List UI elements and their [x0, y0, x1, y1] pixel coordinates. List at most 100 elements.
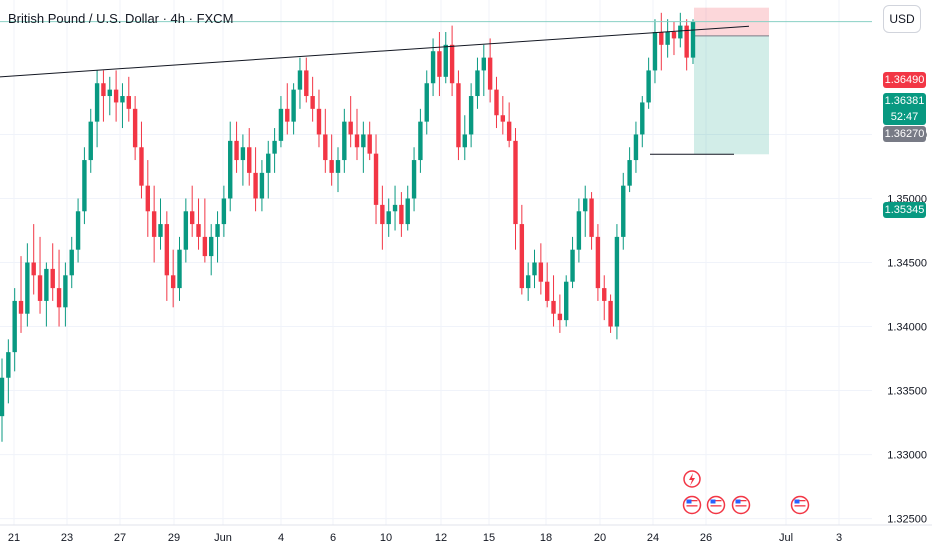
candle-body	[627, 160, 632, 186]
last-price-value: 1.36381	[884, 95, 925, 107]
candle-body	[671, 32, 677, 39]
target-price-tag: 1.36490	[883, 72, 926, 88]
candle-body	[557, 313, 563, 321]
candle-body	[551, 300, 556, 314]
flag-canton	[686, 499, 692, 504]
candle-body	[544, 281, 550, 301]
candle-body	[494, 89, 499, 116]
flag-icon-circle	[731, 495, 751, 515]
chart-title: British Pound / U.S. Dollar · 4h · FXCM	[8, 11, 234, 26]
flag-stripe	[794, 502, 806, 504]
x-tick-label: 27	[114, 532, 126, 544]
y-axis[interactable]: 1.325001.330001.335001.340001.345001.350…	[887, 129, 927, 525]
candle-body	[506, 121, 512, 141]
candle-body	[589, 198, 594, 237]
candle-body	[595, 236, 601, 289]
target-price-value: 1.36490	[884, 74, 925, 86]
flag-icon-circle	[790, 495, 810, 515]
candle-body	[6, 352, 11, 378]
x-tick-label: Jul	[779, 532, 793, 544]
flash-event-icon	[683, 470, 701, 488]
y-tick-label: 1.33000	[887, 450, 927, 462]
flag-canton	[735, 499, 741, 504]
candle-body	[646, 70, 651, 103]
candle-body	[519, 224, 525, 289]
flag-canton	[794, 499, 800, 504]
candle-body	[621, 185, 626, 237]
stop-price-value: 1.35345	[884, 204, 925, 216]
x-tick-label: 10	[380, 532, 392, 544]
candle-body	[310, 96, 315, 109]
candle-body	[513, 140, 518, 225]
candle-body	[132, 108, 138, 148]
candle-body	[602, 288, 607, 301]
candle-body	[399, 204, 404, 225]
entry-price-tag: 1.36270	[883, 126, 926, 142]
flag-icon-circle	[706, 495, 726, 515]
candle-body	[665, 32, 670, 45]
candle-body	[196, 224, 201, 237]
candle-body	[113, 89, 119, 103]
candle-body	[0, 377, 5, 417]
candle-body	[373, 153, 379, 205]
candle-body	[253, 172, 258, 199]
candle-body	[525, 275, 531, 289]
candle-body	[678, 25, 683, 39]
candle-body	[380, 204, 385, 225]
x-tick-label: 4	[278, 532, 284, 544]
candle-body	[88, 121, 93, 161]
candle-body	[456, 83, 461, 148]
flag-stripe	[710, 500, 722, 502]
x-tick-label: 20	[594, 532, 606, 544]
flag-stripe	[794, 500, 806, 502]
candle-body	[215, 224, 220, 237]
x-tick-label: Jun	[214, 532, 232, 544]
candle-body	[50, 268, 55, 289]
x-tick-label: 12	[435, 532, 447, 544]
economic-events[interactable]	[682, 470, 810, 515]
candle-body	[164, 224, 170, 276]
candle-body	[538, 262, 544, 282]
candle-body	[323, 134, 328, 161]
flag-stripe	[735, 500, 747, 502]
us-flag-event-icon	[706, 495, 726, 515]
stop-price-tag: 1.35345	[883, 202, 926, 218]
candle-body	[170, 275, 176, 289]
candle-body	[69, 249, 74, 276]
candle-body	[418, 121, 423, 161]
x-axis[interactable]: 21 23 27 29 Jun 4 6 10 12 15 18 20 24 26 Jul 3	[0, 524, 932, 544]
candle-body	[424, 83, 429, 122]
candle-body	[139, 147, 144, 186]
x-tick-label: 29	[168, 532, 180, 544]
candle-body	[278, 108, 284, 141]
candle-body	[126, 96, 131, 109]
candle-body	[18, 300, 24, 314]
candle-body	[234, 140, 239, 161]
candle-body	[348, 121, 353, 135]
candle-body	[209, 236, 214, 257]
candle-body	[63, 275, 68, 308]
candle-body	[94, 83, 100, 122]
y-tick-label: 1.33500	[887, 386, 927, 398]
candle-body	[202, 236, 208, 257]
us-flag-event-icon	[682, 495, 702, 515]
grid	[0, 0, 872, 525]
flag-stripe	[794, 507, 806, 510]
candle-body	[335, 160, 341, 173]
candle-body	[570, 249, 575, 282]
flag-stripe	[710, 505, 722, 507]
candle-body	[392, 204, 398, 212]
candle-body	[247, 147, 252, 173]
candle-body	[183, 211, 189, 250]
flag-stripe	[794, 505, 806, 507]
flag-stripe	[686, 500, 698, 502]
candle-body	[532, 262, 537, 276]
candle-body	[31, 262, 36, 276]
candle-body	[329, 160, 334, 173]
flag-stripe	[710, 502, 722, 504]
candle-body	[583, 198, 588, 212]
candle-body	[386, 211, 391, 225]
lightning-icon	[689, 473, 695, 486]
currency-button[interactable]: USD	[883, 5, 921, 33]
